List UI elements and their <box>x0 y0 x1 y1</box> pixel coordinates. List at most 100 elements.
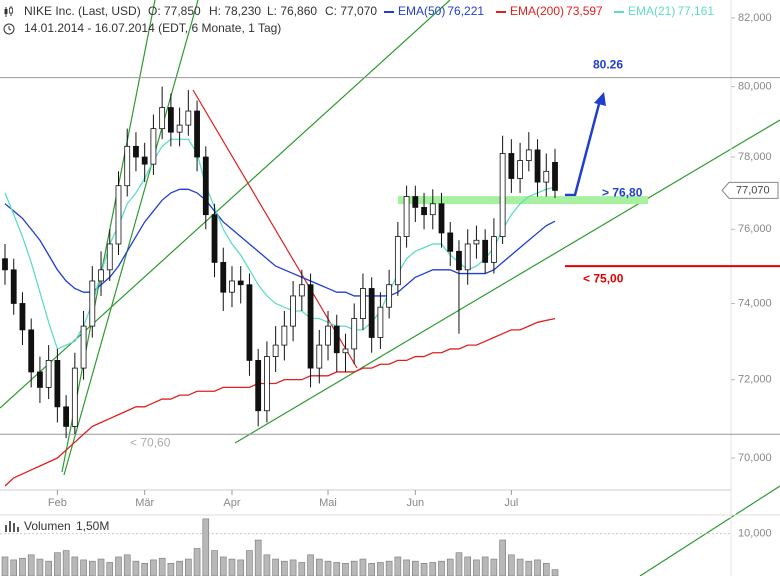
x-tick-label: Apr <box>223 497 240 509</box>
candle-body <box>19 303 26 331</box>
ohlc-label: H: 78,230 <box>209 4 261 18</box>
volume-bar <box>534 559 541 576</box>
volume-value-label: 1,50M <box>76 519 109 533</box>
volume-bar <box>359 558 367 576</box>
arrow-shaft <box>565 103 601 197</box>
volume-bar <box>342 562 349 576</box>
price-tag-label: 77,070 <box>736 184 770 196</box>
y-tick-label: 80,000 <box>738 81 772 93</box>
candle-body <box>421 207 427 216</box>
chart-subtitle: 14.01.2014 - 16.07.2014 (EDT, 6 Monate, … <box>24 21 281 35</box>
volume-bar <box>141 562 148 576</box>
y-tick-label: 74,000 <box>738 297 772 309</box>
candle-body <box>456 250 462 271</box>
candle-body <box>98 269 104 282</box>
candle-body <box>438 203 445 234</box>
volume-bar <box>71 556 79 576</box>
candle-body <box>307 284 314 369</box>
level-label: < 70,60 <box>130 435 171 449</box>
volume-bar <box>123 554 131 576</box>
volume-bar <box>481 556 489 576</box>
ema-line <box>4 138 556 350</box>
volume-bar <box>438 560 445 576</box>
volume-bar <box>115 556 122 576</box>
legend-value: 76,221 <box>447 4 484 18</box>
volume-bar <box>350 560 358 576</box>
volume-name: Volumen <box>24 519 71 533</box>
candle-body <box>54 360 61 408</box>
volume-bar <box>298 562 306 576</box>
volume-bar <box>97 558 105 576</box>
target-arrow <box>565 92 606 197</box>
candle-body <box>508 153 515 179</box>
candle-body <box>534 149 541 183</box>
legend-name: EMA(200) <box>510 4 564 18</box>
candle-body <box>368 288 375 338</box>
candle-body <box>272 344 279 357</box>
volume-bar <box>542 562 550 576</box>
candle-body <box>351 318 358 350</box>
volume-bar <box>89 560 96 576</box>
volume-bar <box>420 562 428 576</box>
candle-body <box>394 236 401 286</box>
candle-body <box>89 280 96 327</box>
candle-body <box>115 185 122 245</box>
candle-body <box>473 239 480 245</box>
trend-line <box>234 119 780 444</box>
candle-body <box>525 149 532 161</box>
candle-body <box>403 196 410 238</box>
volume-bar <box>324 560 332 576</box>
volume-bar <box>473 559 480 576</box>
y-tick-label: 82,000 <box>738 12 772 24</box>
volume-icon <box>5 521 19 532</box>
candle-body <box>141 156 148 165</box>
x-tick-label: Mär <box>135 497 154 509</box>
candle-body <box>552 161 558 191</box>
volume-bar <box>525 560 533 576</box>
ohlc-label: C: 77,070 <box>325 4 377 18</box>
x-tick-label: Mai <box>319 497 337 509</box>
candle-body <box>10 269 17 304</box>
volume-bar <box>490 558 498 576</box>
volume-bar <box>27 554 35 576</box>
volume-bar <box>1 556 9 576</box>
candle-body <box>176 124 183 133</box>
candle-body <box>264 356 270 412</box>
volume-bar <box>219 556 227 576</box>
volume-bar <box>263 554 271 576</box>
candle-body <box>447 232 454 252</box>
candle-body <box>255 360 262 412</box>
candle-body <box>133 145 139 158</box>
volume-bar <box>551 569 559 576</box>
volume-bar <box>246 550 253 576</box>
candle-body <box>386 284 393 308</box>
volume-bar <box>193 548 201 576</box>
ohlc-label: O: 77,850 <box>148 4 201 18</box>
candle-body <box>316 344 323 369</box>
candle-body <box>499 153 506 238</box>
legend-value: 73,597 <box>566 4 603 18</box>
volume-bar <box>185 558 192 576</box>
level-label: < 75,00 <box>583 271 624 285</box>
volume-bar <box>368 562 375 576</box>
volume-bar <box>307 554 314 576</box>
volume-bar <box>464 556 471 576</box>
header: NIKE Inc. (Last, USD) O: 77,850 H: 78,23… <box>3 4 377 35</box>
y-tick-label: 76,000 <box>738 223 772 235</box>
down-trend-line <box>192 89 358 369</box>
candle-body <box>71 367 78 427</box>
volume-tick-label: 10,000 <box>738 528 772 540</box>
ema-line <box>4 318 556 487</box>
level-band <box>398 196 648 205</box>
volume-bar <box>272 558 279 576</box>
level-label: > 76,80 <box>602 185 643 199</box>
candle-body <box>45 360 52 388</box>
volume-bar <box>289 559 297 576</box>
x-tick-label: Jul <box>504 497 518 509</box>
y-tick-label: 70,000 <box>738 452 772 464</box>
candle-body <box>237 280 244 286</box>
volume-bar <box>176 560 183 576</box>
volume-bar <box>412 560 419 576</box>
candle-body <box>360 288 366 319</box>
